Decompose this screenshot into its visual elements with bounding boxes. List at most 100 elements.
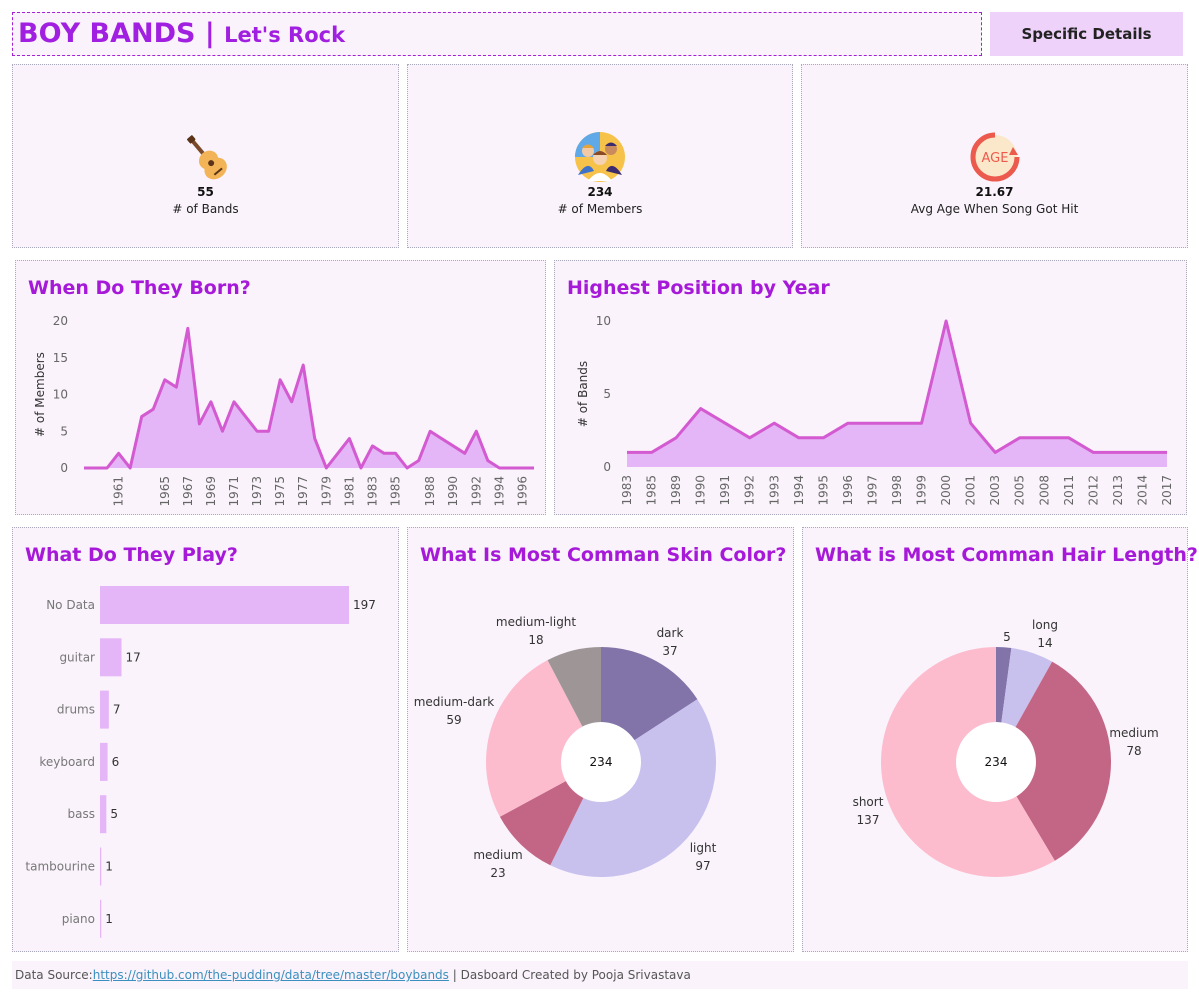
x-tick-label: 1990: [694, 475, 708, 506]
donut-hole: [956, 722, 1036, 802]
bar-value-label: 6: [112, 755, 120, 769]
kpi-members-content: 234 # of Members: [408, 131, 792, 216]
slice-label: medium-dark: [414, 695, 495, 709]
donut-center-label: 234: [985, 755, 1008, 769]
slice-value: 59: [446, 713, 461, 727]
kpi-card-members: 234 # of Members: [407, 64, 793, 248]
slice-label: medium: [1109, 726, 1158, 740]
dashboard-title: BOY BANDS | Let's Rock: [18, 18, 345, 49]
donut-center-label: 234: [590, 755, 613, 769]
born-chart-title: When Do They Born?: [28, 277, 251, 299]
kpi-card-bands: 55 # of Bands: [12, 64, 399, 248]
y-tick-label: 10: [53, 388, 68, 402]
x-tick-label: 1973: [250, 476, 264, 507]
bar-value-label: 5: [110, 807, 118, 821]
specific-details-button[interactable]: Specific Details: [990, 12, 1183, 56]
bar-keyboard: [100, 742, 108, 781]
x-tick-label: 1975: [273, 476, 287, 507]
slice-label: medium: [473, 848, 522, 862]
kpi-card-age: AGE 21.67 Avg Age When Song Got Hit: [801, 64, 1188, 248]
x-tick-label: 1985: [389, 476, 403, 507]
y-tick-label: 20: [53, 314, 68, 328]
x-tick-label: 1999: [915, 475, 929, 506]
x-tick-label: 2014: [1135, 475, 1149, 506]
position-chart: 0 5 10 1983 1985 1989 1990 1991 1992 1993 1994 1995…: [576, 314, 1174, 506]
bar-category-label: bass: [68, 807, 95, 821]
bar-category-label: piano: [62, 912, 95, 926]
x-tick-label: 2003: [988, 475, 1002, 506]
x-tick-label: 2012: [1086, 475, 1100, 506]
bar-category-label: No Data: [46, 598, 95, 612]
bar-piano: [100, 899, 102, 938]
age-icon-text: AGE: [981, 151, 1008, 166]
kpi-bands-content: 55 # of Bands: [13, 131, 398, 216]
bar-category-label: drums: [57, 703, 95, 717]
x-tick-label: 1967: [181, 476, 195, 507]
x-tick-label: 1996: [515, 476, 529, 507]
area-fill: [627, 321, 1167, 467]
x-tick-label: 1992: [469, 476, 483, 507]
slice-value: 14: [1037, 636, 1052, 650]
x-tick-label: 1989: [669, 475, 683, 506]
bar-category-label: guitar: [59, 650, 95, 664]
position-chart-panel: Highest Position by Year 0 5 10 1983 1985 198…: [554, 260, 1187, 515]
title-text: BOY BANDS: [18, 18, 196, 49]
slice-value: 5: [1003, 630, 1011, 644]
position-chart-title: Highest Position by Year: [567, 277, 830, 299]
x-tick-label: 1994: [792, 475, 806, 506]
x-tick-label: 1983: [620, 475, 634, 506]
y-axis-label: # of Members: [33, 352, 47, 437]
bar-tambourine: [100, 847, 102, 886]
bar-no-data: [100, 586, 349, 624]
skin-title: What Is Most Comman Skin Color?: [420, 544, 787, 566]
pie-slice: [486, 660, 601, 817]
x-tick-label: 1977: [296, 476, 310, 507]
title-box: BOY BANDS | Let's Rock: [12, 12, 982, 56]
x-tick-label: 1998: [890, 475, 904, 506]
donut-hole: [561, 722, 641, 802]
x-tick-label: 2000: [939, 475, 953, 506]
x-tick-label: 1990: [446, 476, 460, 507]
x-tick-label: 2005: [1013, 475, 1027, 506]
y-tick-label: 0: [60, 461, 68, 475]
slice-label: short: [853, 795, 884, 809]
slice-label: light: [690, 841, 717, 855]
members-label: # of Members: [557, 202, 643, 216]
slice-label: dark: [657, 626, 684, 640]
data-source-link[interactable]: https://github.com/the-pudding/data/tree…: [92, 968, 449, 982]
x-tick-label: 2008: [1037, 475, 1051, 506]
bar-guitar: [100, 638, 122, 677]
slice-label: long: [1032, 618, 1058, 632]
hair-chart: 5 long 14 medium 78 short 137 234: [853, 618, 1159, 877]
x-tick-label: 2001: [964, 475, 978, 506]
bar-value-label: 197: [353, 598, 376, 612]
slice-value: 78: [1126, 744, 1141, 758]
skin-panel: What Is Most Comman Skin Color? dark 37 li…: [407, 527, 794, 952]
x-tick-label: 1993: [767, 475, 781, 506]
y-tick-label: 5: [60, 424, 68, 438]
bar-value-label: 1: [105, 912, 113, 926]
x-tick-label: 1969: [204, 476, 218, 507]
born-chart: 0 5 10 15 20 1961 1965 1967 1969 1971 1973 1975 1977…: [33, 314, 535, 507]
x-tick-label: 1995: [816, 475, 830, 506]
x-tick-label: 1981: [342, 476, 356, 507]
avg-age-label: Avg Age When Song Got Hit: [910, 202, 1079, 216]
x-tick-label: 1994: [492, 476, 506, 507]
x-tick-label: 1983: [365, 476, 379, 507]
bar-value-label: 1: [105, 860, 113, 874]
bar-value-label: 7: [113, 703, 121, 717]
area-fill: [84, 328, 534, 468]
footer-prefix: Data Source:: [15, 968, 93, 982]
members-count: 234: [587, 185, 613, 199]
pie-slice: [550, 699, 716, 877]
bands-label: # of Bands: [172, 202, 239, 216]
title-subtitle: Let's Rock: [224, 23, 346, 47]
title-separator: |: [204, 18, 215, 49]
y-tick-label: 10: [596, 314, 611, 328]
footer-credit: | Dasboard Created by Pooja Srivastava: [448, 968, 691, 982]
footer: Data Source:https://github.com/the-puddi…: [12, 961, 1188, 989]
x-tick-label: 1979: [319, 476, 333, 507]
hair-title: What is Most Comman Hair Length?: [815, 544, 1198, 566]
x-tick-label: 1997: [865, 475, 879, 506]
slice-value: 37: [662, 644, 677, 658]
